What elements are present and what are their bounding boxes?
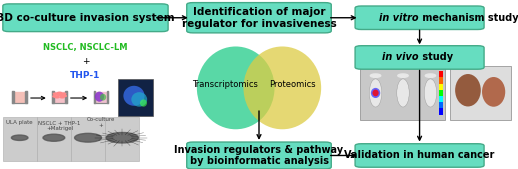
Ellipse shape — [243, 46, 321, 129]
Polygon shape — [95, 92, 107, 102]
Text: in vivo: in vivo — [382, 52, 419, 63]
Ellipse shape — [197, 46, 275, 129]
Ellipse shape — [369, 79, 382, 107]
Bar — [439, 108, 443, 115]
Bar — [71, 117, 105, 161]
Ellipse shape — [482, 77, 505, 107]
Ellipse shape — [140, 99, 147, 107]
Text: ULA plate: ULA plate — [6, 120, 33, 125]
Ellipse shape — [123, 86, 145, 106]
Text: 3D co-culture invasion system: 3D co-culture invasion system — [0, 13, 174, 23]
Bar — [450, 66, 511, 120]
FancyBboxPatch shape — [187, 142, 332, 169]
Text: in vitro: in vitro — [380, 13, 419, 23]
Text: Validation in human cancer: Validation in human cancer — [344, 150, 495, 161]
FancyBboxPatch shape — [355, 6, 484, 29]
Polygon shape — [65, 91, 67, 103]
Circle shape — [370, 74, 381, 77]
Text: mechanism study: mechanism study — [419, 13, 518, 23]
Text: NSCLC, NSCLC-LM: NSCLC, NSCLC-LM — [43, 43, 128, 52]
Ellipse shape — [371, 88, 380, 98]
Text: in vivo study: in vivo study — [384, 52, 455, 63]
Circle shape — [57, 94, 62, 96]
Polygon shape — [54, 92, 65, 102]
Circle shape — [11, 135, 28, 140]
Bar — [106, 117, 139, 161]
Bar — [439, 102, 443, 108]
Circle shape — [425, 74, 436, 77]
Bar — [439, 71, 443, 78]
FancyBboxPatch shape — [3, 4, 168, 32]
Bar — [439, 96, 443, 102]
Circle shape — [62, 95, 66, 97]
Text: Transcriptomics: Transcriptomics — [192, 80, 258, 89]
Circle shape — [398, 74, 408, 77]
Polygon shape — [94, 91, 95, 103]
Polygon shape — [14, 92, 25, 102]
Ellipse shape — [132, 92, 147, 107]
Polygon shape — [52, 91, 54, 103]
Bar — [3, 117, 36, 161]
Polygon shape — [107, 91, 108, 103]
Polygon shape — [25, 91, 27, 103]
Text: Invasion regulators & pathway
by bioinformatic analysis: Invasion regulators & pathway by bioinfo… — [175, 145, 343, 166]
Circle shape — [55, 96, 59, 98]
Circle shape — [53, 96, 57, 97]
Text: THP-1: THP-1 — [70, 71, 100, 80]
Text: study: study — [419, 52, 453, 63]
Ellipse shape — [397, 79, 409, 107]
Text: +: + — [82, 57, 89, 66]
Circle shape — [75, 133, 102, 142]
FancyBboxPatch shape — [355, 144, 484, 167]
Text: NSCLC + THP-1
+Matrigel: NSCLC + THP-1 +Matrigel — [38, 120, 81, 131]
Bar — [439, 90, 443, 96]
FancyBboxPatch shape — [355, 46, 484, 69]
Ellipse shape — [455, 74, 481, 106]
Circle shape — [57, 92, 62, 94]
Text: Co-culture
+: Co-culture + — [87, 117, 115, 128]
Ellipse shape — [424, 79, 437, 107]
Circle shape — [62, 93, 66, 94]
Bar — [360, 66, 445, 120]
Polygon shape — [12, 91, 14, 103]
Text: Proteomics: Proteomics — [269, 80, 316, 89]
Text: Identification of major
regulator for invasiveness: Identification of major regulator for in… — [182, 7, 336, 29]
FancyBboxPatch shape — [187, 3, 332, 33]
Ellipse shape — [100, 94, 106, 101]
Bar — [37, 117, 70, 161]
Bar — [118, 79, 153, 116]
Ellipse shape — [372, 90, 379, 96]
Bar — [439, 84, 443, 90]
Circle shape — [53, 93, 57, 94]
Circle shape — [43, 134, 65, 141]
Ellipse shape — [95, 92, 104, 102]
Bar — [439, 78, 443, 84]
Text: in vitro mechanism study: in vitro mechanism study — [350, 13, 490, 23]
Circle shape — [106, 132, 138, 143]
Circle shape — [60, 96, 64, 98]
